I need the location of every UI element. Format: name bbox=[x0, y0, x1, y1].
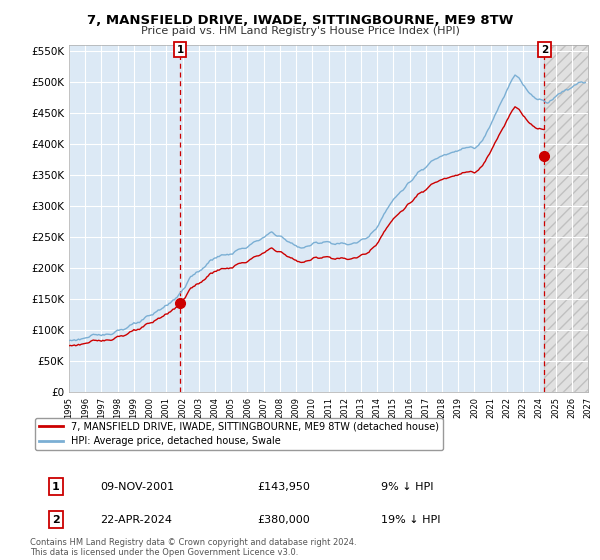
Text: 19% ↓ HPI: 19% ↓ HPI bbox=[381, 515, 440, 525]
Text: Contains HM Land Registry data © Crown copyright and database right 2024.
This d: Contains HM Land Registry data © Crown c… bbox=[30, 538, 356, 557]
Text: 1: 1 bbox=[176, 45, 184, 55]
Text: 09-NOV-2001: 09-NOV-2001 bbox=[100, 482, 175, 492]
Text: 2: 2 bbox=[52, 515, 60, 525]
Text: 7, MANSFIELD DRIVE, IWADE, SITTINGBOURNE, ME9 8TW: 7, MANSFIELD DRIVE, IWADE, SITTINGBOURNE… bbox=[87, 14, 513, 27]
Text: Price paid vs. HM Land Registry's House Price Index (HPI): Price paid vs. HM Land Registry's House … bbox=[140, 26, 460, 36]
Text: £143,950: £143,950 bbox=[257, 482, 310, 492]
Bar bbox=[544, 45, 588, 392]
Text: 22-APR-2024: 22-APR-2024 bbox=[100, 515, 172, 525]
Legend: 7, MANSFIELD DRIVE, IWADE, SITTINGBOURNE, ME9 8TW (detached house), HPI: Average: 7, MANSFIELD DRIVE, IWADE, SITTINGBOURNE… bbox=[35, 418, 443, 450]
Text: £380,000: £380,000 bbox=[257, 515, 310, 525]
Text: 9% ↓ HPI: 9% ↓ HPI bbox=[381, 482, 433, 492]
Text: 2: 2 bbox=[541, 45, 548, 55]
Text: 1: 1 bbox=[52, 482, 60, 492]
